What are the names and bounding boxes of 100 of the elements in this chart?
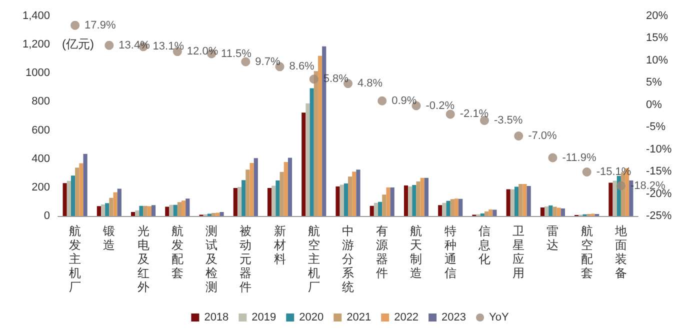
bar — [492, 210, 497, 216]
x-tick-label: 地面装备 — [614, 224, 627, 280]
data-label: -2.1% — [460, 108, 489, 120]
y2-tick-label: 15% — [646, 32, 668, 44]
y2-tick-label: 0% — [646, 98, 662, 111]
bar — [117, 188, 122, 216]
legend-label: 2019 — [252, 312, 276, 324]
bar — [540, 207, 545, 216]
y2-tick-label: -5% — [646, 121, 666, 134]
x-tick-label: 有源器件 — [376, 224, 388, 280]
bar — [318, 56, 322, 216]
bar — [96, 206, 101, 216]
x-tick-label: 测试及检测 — [206, 224, 218, 294]
y-tick-label: 600 — [32, 124, 50, 136]
bar — [100, 204, 106, 216]
bar — [151, 205, 156, 216]
bar — [233, 188, 238, 216]
bar — [412, 185, 416, 216]
bar — [518, 184, 523, 216]
y2-tick-label: 5% — [646, 76, 662, 89]
bar — [314, 71, 318, 216]
bar — [182, 200, 186, 216]
bar — [165, 206, 170, 216]
bar — [75, 168, 80, 216]
x-tick-label: 雷达 — [546, 224, 559, 252]
bar — [442, 202, 446, 216]
bar — [522, 184, 527, 216]
bar — [552, 206, 557, 216]
bar — [526, 186, 531, 216]
point — [548, 153, 558, 162]
bar — [267, 188, 272, 216]
bar — [83, 154, 88, 216]
bar — [113, 192, 118, 216]
bar — [212, 213, 216, 216]
legend-label: YoY — [489, 312, 510, 324]
bar — [254, 158, 258, 216]
bar — [374, 202, 378, 216]
x-tick-label: 光电及红外 — [137, 224, 150, 294]
bar — [105, 203, 110, 216]
bar — [424, 178, 429, 216]
bar — [169, 204, 174, 216]
bar — [488, 209, 493, 216]
legend-label: 2018 — [204, 312, 229, 324]
bar — [70, 176, 76, 216]
bar — [608, 182, 613, 216]
legend-label: 2023 — [442, 312, 466, 324]
bar — [344, 183, 348, 216]
x-tick-label: 航空主机厂 — [308, 224, 320, 294]
y-tick-label: 400 — [32, 152, 50, 165]
bar — [147, 206, 152, 216]
bar — [560, 208, 565, 216]
bar — [79, 163, 84, 216]
bar — [237, 187, 242, 216]
bar — [242, 180, 246, 216]
bar — [382, 194, 386, 216]
bar — [408, 186, 412, 216]
bar — [250, 163, 254, 216]
bar — [284, 162, 288, 216]
x-tick-label: 航天制造 — [410, 224, 422, 280]
bar — [510, 189, 514, 216]
x-tick-label: 航发主机厂 — [69, 224, 82, 294]
y-tick-label: 800 — [32, 96, 50, 108]
bar — [480, 213, 484, 216]
point — [446, 110, 455, 119]
bar — [612, 180, 617, 216]
bar — [135, 210, 140, 216]
bar — [310, 88, 314, 216]
bar — [506, 189, 510, 216]
y2-tick-label: 20% — [646, 10, 668, 22]
bar — [216, 212, 220, 216]
data-label: 13.1% — [152, 40, 184, 53]
legend-label: 2020 — [299, 312, 324, 324]
bar — [356, 170, 360, 216]
y-tick-label: 1,400 — [22, 10, 50, 22]
bar — [454, 198, 459, 216]
bar — [139, 206, 144, 216]
bar — [66, 180, 71, 216]
y-tick-label: 1,200 — [22, 38, 50, 51]
data-label: -11.9% — [562, 152, 596, 164]
bar — [548, 205, 553, 216]
x-tick-label: 特种通信 — [444, 224, 456, 280]
y-tick-label: 0 — [44, 210, 50, 222]
bar — [109, 198, 114, 216]
bar — [302, 112, 306, 216]
bar — [143, 206, 148, 216]
point — [582, 168, 592, 176]
data-label: 4.8% — [358, 78, 383, 90]
data-label: -0.2% — [426, 100, 455, 112]
bar — [416, 181, 420, 216]
y-tick-label: 1000 — [26, 67, 50, 80]
y2-tick-label: -15% — [646, 166, 672, 178]
bar — [177, 202, 182, 216]
legend-label: 2021 — [346, 312, 372, 324]
bar — [288, 158, 292, 216]
y-tick-label: 200 — [32, 181, 50, 194]
x-tick-label: 新材料 — [272, 224, 286, 266]
bar — [484, 211, 489, 216]
bar — [186, 198, 190, 216]
y2-tick-label: -25% — [646, 210, 672, 222]
bar — [544, 206, 549, 216]
